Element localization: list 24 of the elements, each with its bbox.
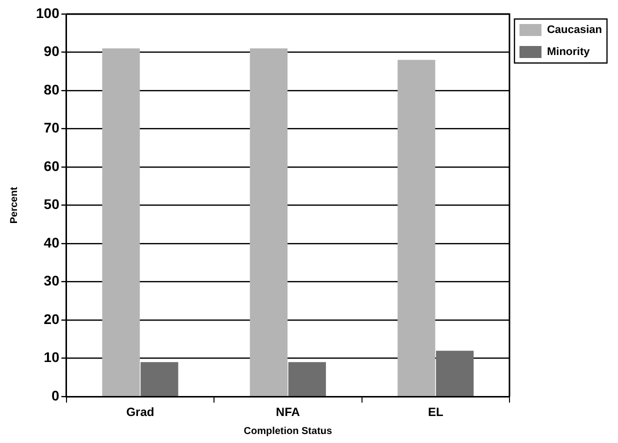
bar xyxy=(288,362,326,396)
y-tick-label: 90 xyxy=(44,43,60,60)
bar xyxy=(140,362,178,396)
y-tick-label: 70 xyxy=(44,120,60,136)
y-tick-label: 40 xyxy=(44,234,60,250)
y-tick-label: 0 xyxy=(52,387,60,404)
bar xyxy=(398,60,436,396)
x-tick-label: Grad xyxy=(126,405,154,420)
y-axis-title: Percent xyxy=(8,186,20,224)
y-tick-label: 30 xyxy=(44,272,60,289)
y-tick-label: 60 xyxy=(44,158,60,174)
x-tick-label: NFA xyxy=(276,405,300,420)
y-tick-label: 80 xyxy=(44,81,60,98)
y-tick-label: 10 xyxy=(44,349,60,366)
legend-label: Caucasian xyxy=(546,24,602,36)
y-tick-label: 20 xyxy=(44,310,60,327)
x-tick-label: EL xyxy=(428,405,444,420)
y-tick-label: 100 xyxy=(36,4,60,21)
legend-label: Minority xyxy=(546,46,591,58)
bar xyxy=(436,350,474,396)
bar xyxy=(102,48,140,396)
x-axis-title: Completion Status xyxy=(244,426,333,437)
y-tick-label: 50 xyxy=(44,196,60,212)
bar xyxy=(250,48,288,396)
